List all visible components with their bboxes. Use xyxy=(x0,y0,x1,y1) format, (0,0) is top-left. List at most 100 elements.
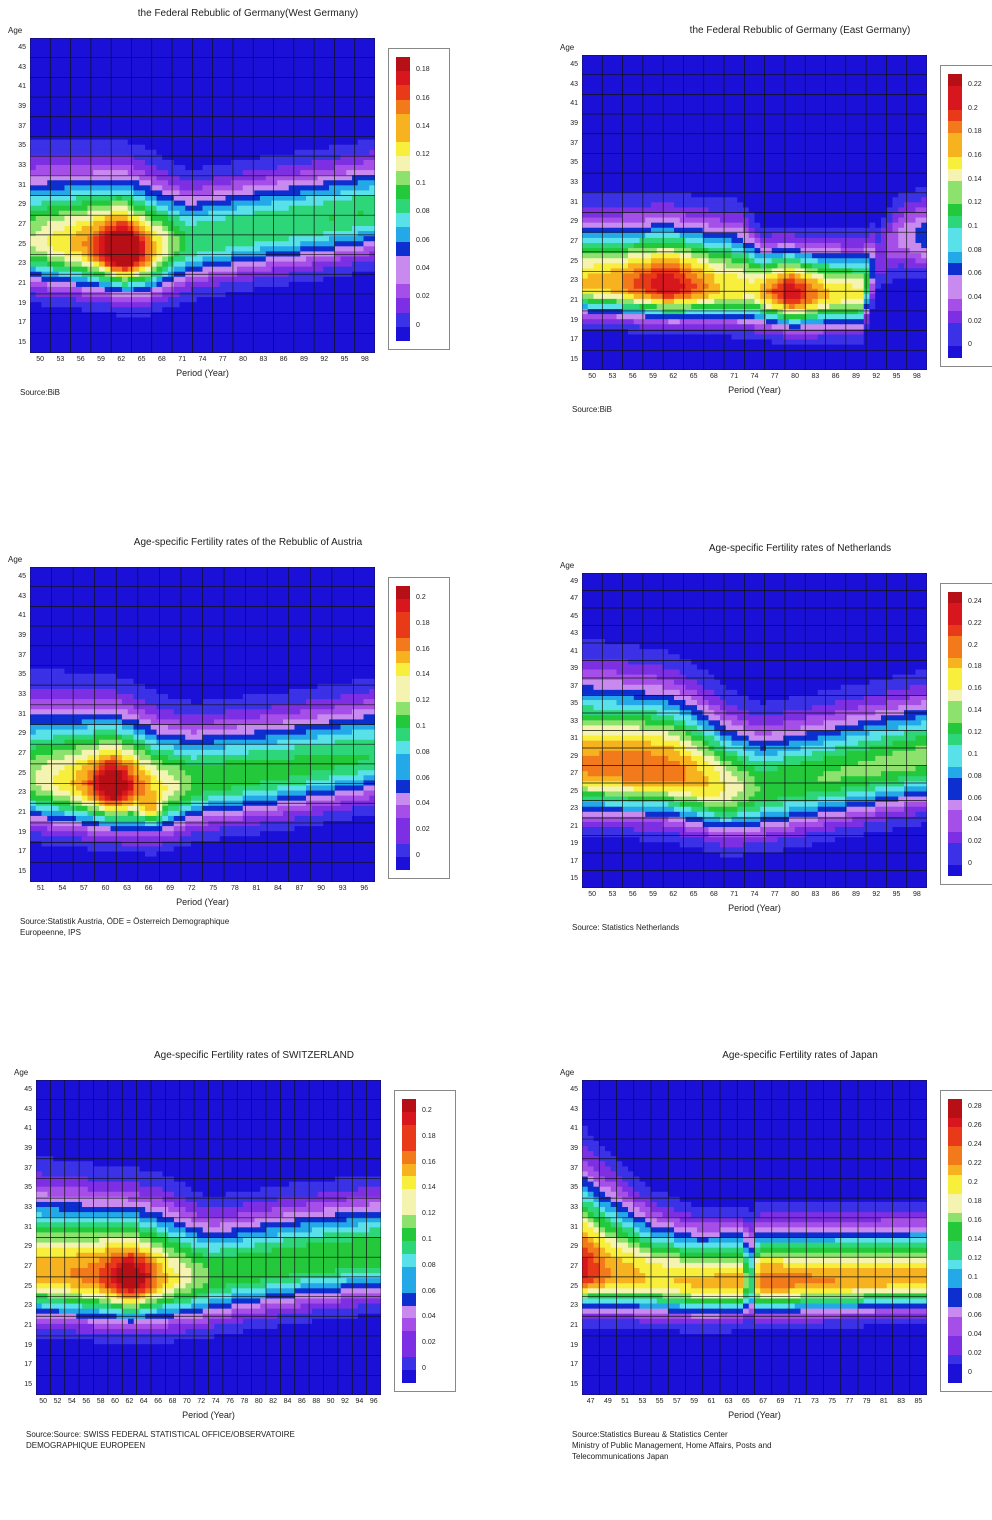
heatmap-cell xyxy=(237,256,243,262)
heatmap-cell xyxy=(76,211,82,217)
heatmap-cell xyxy=(686,152,692,158)
heatmap-cell xyxy=(611,162,617,168)
heatmap-cell xyxy=(605,279,611,285)
x-tick-label: 68 xyxy=(152,356,172,363)
heatmap-cell xyxy=(369,282,375,288)
heatmap-cell xyxy=(318,68,324,74)
heatmap-cell xyxy=(634,55,640,61)
heatmap-cell xyxy=(266,48,272,54)
heatmap-cell xyxy=(657,228,663,234)
heatmap-cell xyxy=(364,38,370,44)
legend-color-bar xyxy=(396,57,410,341)
heatmap-cell xyxy=(260,104,266,110)
heatmap-cell xyxy=(346,282,352,288)
heatmap-cell xyxy=(116,63,122,69)
heatmap-cell xyxy=(185,89,191,95)
heatmap-cell xyxy=(266,241,272,247)
heatmap-cell xyxy=(628,345,634,351)
heatmap-cell xyxy=(622,284,628,290)
heatmap-cell xyxy=(582,309,588,315)
heatmap-cell xyxy=(352,155,358,161)
heatmap-cell xyxy=(157,201,163,207)
heatmap-cell xyxy=(180,129,186,135)
heatmap-cell xyxy=(254,145,260,151)
heatmap-cell xyxy=(145,104,151,110)
heatmap-cell xyxy=(214,287,220,293)
heatmap-cell xyxy=(116,282,122,288)
heatmap-cell xyxy=(260,43,266,49)
heatmap-cell xyxy=(323,58,329,64)
heatmap-cell xyxy=(295,282,301,288)
heatmap-cell xyxy=(197,79,203,85)
heatmap-cell xyxy=(254,282,260,288)
heatmap-cell xyxy=(30,150,36,156)
heatmap-cell xyxy=(668,121,674,127)
heatmap-cell xyxy=(82,277,88,283)
heatmap-cell xyxy=(260,150,266,156)
heatmap-cell xyxy=(651,273,657,279)
heatmap-cell xyxy=(617,126,623,132)
heatmap-cell xyxy=(174,241,180,247)
heatmap-cell xyxy=(668,177,674,183)
heatmap-cell xyxy=(364,53,370,59)
heatmap-cell xyxy=(611,319,617,325)
heatmap-cell xyxy=(306,38,312,44)
heatmap-cell xyxy=(180,236,186,242)
heatmap-cell xyxy=(651,319,657,325)
heatmap-cell xyxy=(76,241,82,247)
heatmap-cell xyxy=(323,38,329,44)
heatmap-cell xyxy=(352,328,358,334)
heatmap-cell xyxy=(105,312,111,318)
heatmap-cell xyxy=(295,277,301,283)
heatmap-cell xyxy=(93,343,99,349)
heatmap-cell xyxy=(70,262,76,268)
heatmap-cell xyxy=(594,319,600,325)
heatmap-cell xyxy=(36,160,42,166)
heatmap-cell xyxy=(594,70,600,76)
heatmap-cell xyxy=(358,348,364,353)
heatmap-cell xyxy=(70,211,76,217)
heatmap-cell xyxy=(312,297,318,303)
heatmap-cell xyxy=(266,287,272,293)
heatmap-cell xyxy=(226,104,232,110)
heatmap-cell xyxy=(93,53,99,59)
heatmap-cell xyxy=(645,157,651,163)
heatmap-cell xyxy=(277,109,283,115)
heatmap-cell xyxy=(93,241,99,247)
heatmap-cell xyxy=(674,167,680,173)
heatmap-cell xyxy=(611,80,617,86)
heatmap-cell xyxy=(174,267,180,273)
heatmap-cell xyxy=(277,292,283,298)
heatmap-cell xyxy=(208,231,214,237)
heatmap-cell xyxy=(668,243,674,249)
heatmap-cell xyxy=(157,246,163,252)
heatmap-cell xyxy=(82,74,88,80)
heatmap-cell xyxy=(93,89,99,95)
heatmap-cell xyxy=(295,231,301,237)
heatmap-cell xyxy=(352,43,358,49)
heatmap-cell xyxy=(226,165,232,171)
heatmap-cell xyxy=(645,258,651,264)
heatmap-cell xyxy=(634,65,640,71)
heatmap-cell xyxy=(231,343,237,349)
heatmap-cell xyxy=(65,216,71,222)
heatmap-cell xyxy=(651,202,657,208)
heatmap-cell xyxy=(318,216,324,222)
heatmap-cell xyxy=(588,213,594,219)
heatmap-cell xyxy=(162,317,168,323)
heatmap-cell xyxy=(30,297,36,303)
heatmap-cell xyxy=(323,262,329,268)
heatmap-cell xyxy=(157,185,163,191)
heatmap-cell xyxy=(628,360,634,366)
heatmap-cell xyxy=(134,43,140,49)
heatmap-cell xyxy=(617,233,623,239)
heatmap-cell xyxy=(42,201,48,207)
heatmap-cell xyxy=(323,256,329,262)
heatmap-cell xyxy=(162,48,168,54)
heatmap-cell xyxy=(628,80,634,86)
heatmap-cell xyxy=(128,74,134,80)
heatmap-cell xyxy=(249,267,255,273)
heatmap-cell xyxy=(582,121,588,127)
heatmap-cell xyxy=(191,226,197,232)
heatmap-cell xyxy=(651,258,657,264)
